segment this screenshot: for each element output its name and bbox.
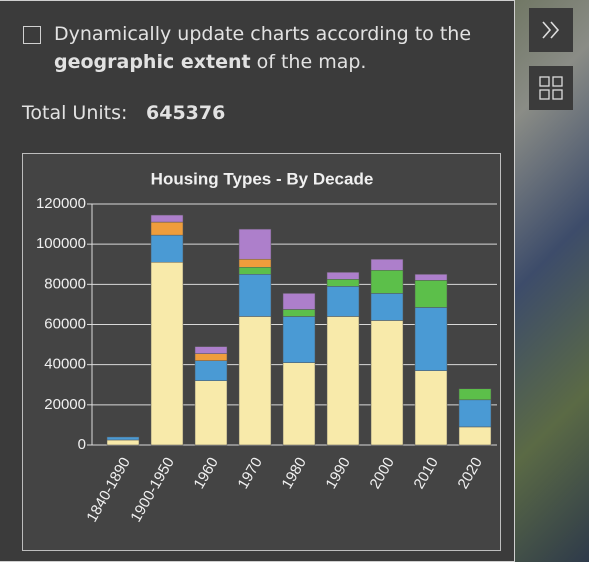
y-tick-label: 40000 [44,356,86,373]
option-text: Dynamically update charts according to t… [54,23,472,45]
bar-segment [458,388,492,401]
bar-segment [282,362,316,446]
bar-segment [414,280,448,308]
bar-segment [238,267,272,275]
bar-segment [150,214,184,223]
collapse-icon [542,21,560,39]
y-tick-label: 20000 [44,396,86,413]
bar-segment [194,360,228,381]
y-tick-label: 100000 [36,235,86,252]
checkbox[interactable] [23,26,41,44]
option-text-line: geographic extent of the map. [54,51,366,73]
extent-icon [539,76,563,100]
option-bold: geographic extent [54,51,251,73]
bar-segment [326,316,360,446]
y-tick-label: 0 [78,436,86,453]
bar-segment [106,436,140,441]
bar-segment [282,309,316,317]
bar-segment [150,234,184,263]
bar-segment [414,307,448,371]
bar-segment [326,279,360,287]
bar-segment [326,272,360,280]
chart-title: Housing Types - By Decade [151,169,374,188]
bar-segment [370,320,404,446]
y-tick-label: 80000 [44,275,86,292]
bar-segment [458,426,492,446]
bar-segment [238,316,272,446]
y-tick-label: 120000 [36,195,86,212]
bar-segment [282,293,316,310]
option-tail: of the map. [256,51,367,73]
total-label: Total Units: [22,102,128,124]
bar-segment [282,316,316,363]
bar-segment [238,258,272,268]
bar-segment [326,286,360,317]
bar-segment [106,439,140,446]
bar-segment [370,293,404,321]
bar-segment [150,261,184,446]
bar-segment [458,399,492,428]
extent-button[interactable] [529,66,573,110]
bar-segment [370,270,404,294]
bar-segment [238,274,272,317]
total-value: 645376 [146,102,226,124]
bar-segment [194,346,228,354]
bar-segment [370,258,404,271]
bar-segment [194,380,228,446]
collapse-button[interactable] [529,8,573,52]
bar-segment [414,370,448,446]
bar-segment [150,221,184,236]
bar-segment [414,274,448,281]
bar-segment [194,353,228,361]
chart: Housing Types - By Decade 0 20000 40000 600… [22,153,501,551]
bar-segment [238,228,272,260]
y-tick-label: 60000 [44,315,86,332]
